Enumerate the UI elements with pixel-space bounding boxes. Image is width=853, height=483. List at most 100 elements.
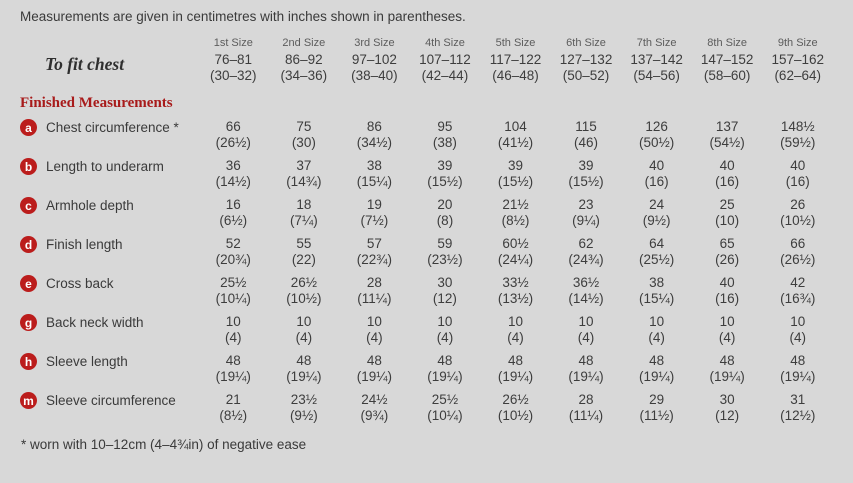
- inch-value: (9½): [642, 213, 671, 228]
- cm-value: 107–112: [419, 52, 471, 67]
- cm-value: 40: [790, 158, 806, 173]
- cm-value: 52: [225, 236, 241, 251]
- inch-value: (54½): [709, 135, 745, 150]
- inch-value: (46): [574, 135, 599, 150]
- measurement-cell: 25 (10): [692, 197, 763, 229]
- cm-value: 117–122: [489, 52, 542, 67]
- measurement-cell: 86 (34½): [339, 119, 410, 151]
- cm-value: 18: [296, 197, 312, 212]
- row-label-cell: d Finish length: [20, 236, 198, 253]
- measurement-cell: 28 (11¼): [339, 275, 410, 307]
- inch-value: (46–48): [492, 68, 539, 83]
- cm-value: 48: [366, 353, 382, 368]
- row-label-cell: b Length to underarm: [20, 158, 198, 175]
- inch-value: (14½): [568, 291, 604, 306]
- inch-value: (10¼): [215, 291, 251, 306]
- size-column-header: 4th Size: [425, 37, 465, 49]
- measurement-cell: 10 (4): [269, 314, 340, 346]
- measurement-cell: 52 (20¾): [198, 236, 269, 268]
- inch-value: (10½): [497, 408, 534, 423]
- cm-value: 57: [366, 236, 382, 251]
- inch-value: (34–36): [280, 68, 328, 83]
- size-column-header: 1st Size: [213, 37, 253, 49]
- measurement-cell: 24 (9½): [621, 197, 692, 229]
- measurement-cell: 21 (8½): [198, 392, 269, 424]
- inch-value: (54–56): [633, 68, 680, 83]
- measurement-cell: 57 (22¾): [339, 236, 410, 268]
- inch-value: (12): [715, 408, 740, 423]
- cm-value: 21: [225, 392, 241, 407]
- to-fit-chest-row: To fit chest 76–81 (30–32) 86–92 (34–36) 97–…: [20, 52, 833, 84]
- inch-value: (4): [789, 330, 806, 345]
- row-letter-badge: g: [20, 314, 37, 331]
- measurement-cell: 64 (25½): [621, 236, 692, 268]
- cm-value: 66: [790, 236, 806, 251]
- cm-value: 10: [719, 314, 735, 329]
- measurement-cell: 38 (15¼): [339, 158, 410, 190]
- inch-value: (4): [436, 330, 454, 345]
- measurement-cell: 117–122 (46–48): [480, 52, 551, 84]
- size-measurements-table: 1st Size 2nd Size 3rd Size 4th Size 5th Size…: [20, 33, 833, 424]
- cm-value: 30: [437, 275, 453, 290]
- cm-value: 20: [437, 197, 453, 212]
- inch-value: (19¼): [497, 369, 534, 384]
- measurement-cell: 25½ (10¼): [410, 392, 481, 424]
- inch-value: (38): [432, 135, 457, 150]
- cm-value: 48: [296, 353, 312, 368]
- inch-value: (16): [644, 174, 669, 189]
- measurement-cell: 10 (4): [621, 314, 692, 346]
- size-column-header: 3rd Size: [354, 37, 395, 49]
- inch-value: (15½): [497, 174, 534, 189]
- measurement-cell: 28 (11¼): [551, 392, 622, 424]
- cm-value: 38: [649, 275, 665, 290]
- inch-value: (38–40): [351, 68, 398, 83]
- cm-value: 30: [719, 392, 735, 407]
- measurement-cell: 148½ (59½): [762, 119, 833, 151]
- measurement-cell: 10 (4): [410, 314, 481, 346]
- inch-value: (11½): [639, 408, 674, 423]
- inch-value: (26½): [215, 135, 251, 150]
- cm-value: 23½: [290, 392, 317, 407]
- cm-value: 48: [437, 353, 453, 368]
- cm-value: 42: [790, 275, 806, 290]
- inch-value: (10¼): [427, 408, 463, 423]
- inch-value: (24¼): [497, 252, 534, 267]
- cm-value: 65: [719, 236, 735, 251]
- cm-value: 48: [790, 353, 806, 368]
- inch-value: (4): [366, 330, 383, 345]
- measurement-cell: 76–81 (30–32): [198, 52, 269, 84]
- measurement-cell: 65 (26): [692, 236, 763, 268]
- inch-value: (4): [648, 330, 665, 345]
- cm-value: 16: [225, 197, 241, 212]
- inch-value: (50½): [638, 135, 675, 150]
- inch-value: (30–32): [210, 68, 257, 83]
- inch-value: (8): [436, 213, 454, 228]
- cm-value: 95: [437, 119, 453, 134]
- cm-value: 104: [504, 119, 527, 134]
- measurement-cell: 48 (19¼): [198, 353, 269, 385]
- cm-value: 40: [649, 158, 665, 173]
- measurement-cell: 66 (26½): [198, 119, 269, 151]
- cm-value: 25½: [220, 275, 247, 290]
- inch-value: (4): [577, 330, 595, 345]
- measurement-cell: 127–132 (50–52): [551, 52, 622, 84]
- measurement-cell: 39 (15½): [410, 158, 481, 190]
- measurement-cell: 137 (54½): [692, 119, 763, 151]
- inch-value: (11¼): [568, 408, 604, 423]
- inch-value: (14¾): [286, 174, 322, 189]
- row-label-cell: h Sleeve length: [20, 353, 198, 370]
- cm-value: 115: [575, 119, 597, 134]
- inch-value: (19¼): [638, 369, 675, 384]
- cm-value: 36: [225, 158, 241, 173]
- inch-value: (9½): [289, 408, 318, 423]
- measurement-cell: 75 (30): [269, 119, 340, 151]
- measurement-cell: 55 (22): [269, 236, 340, 268]
- measurement-cell: 21½ (8½): [480, 197, 551, 229]
- measurement-cell: 48 (19¼): [621, 353, 692, 385]
- measurement-cell: 10 (4): [551, 314, 622, 346]
- measurement-cell: 10 (4): [198, 314, 269, 346]
- cm-value: 23: [578, 197, 594, 212]
- measurement-cell: 60½ (24¼): [480, 236, 551, 268]
- cm-value: 38: [366, 158, 382, 173]
